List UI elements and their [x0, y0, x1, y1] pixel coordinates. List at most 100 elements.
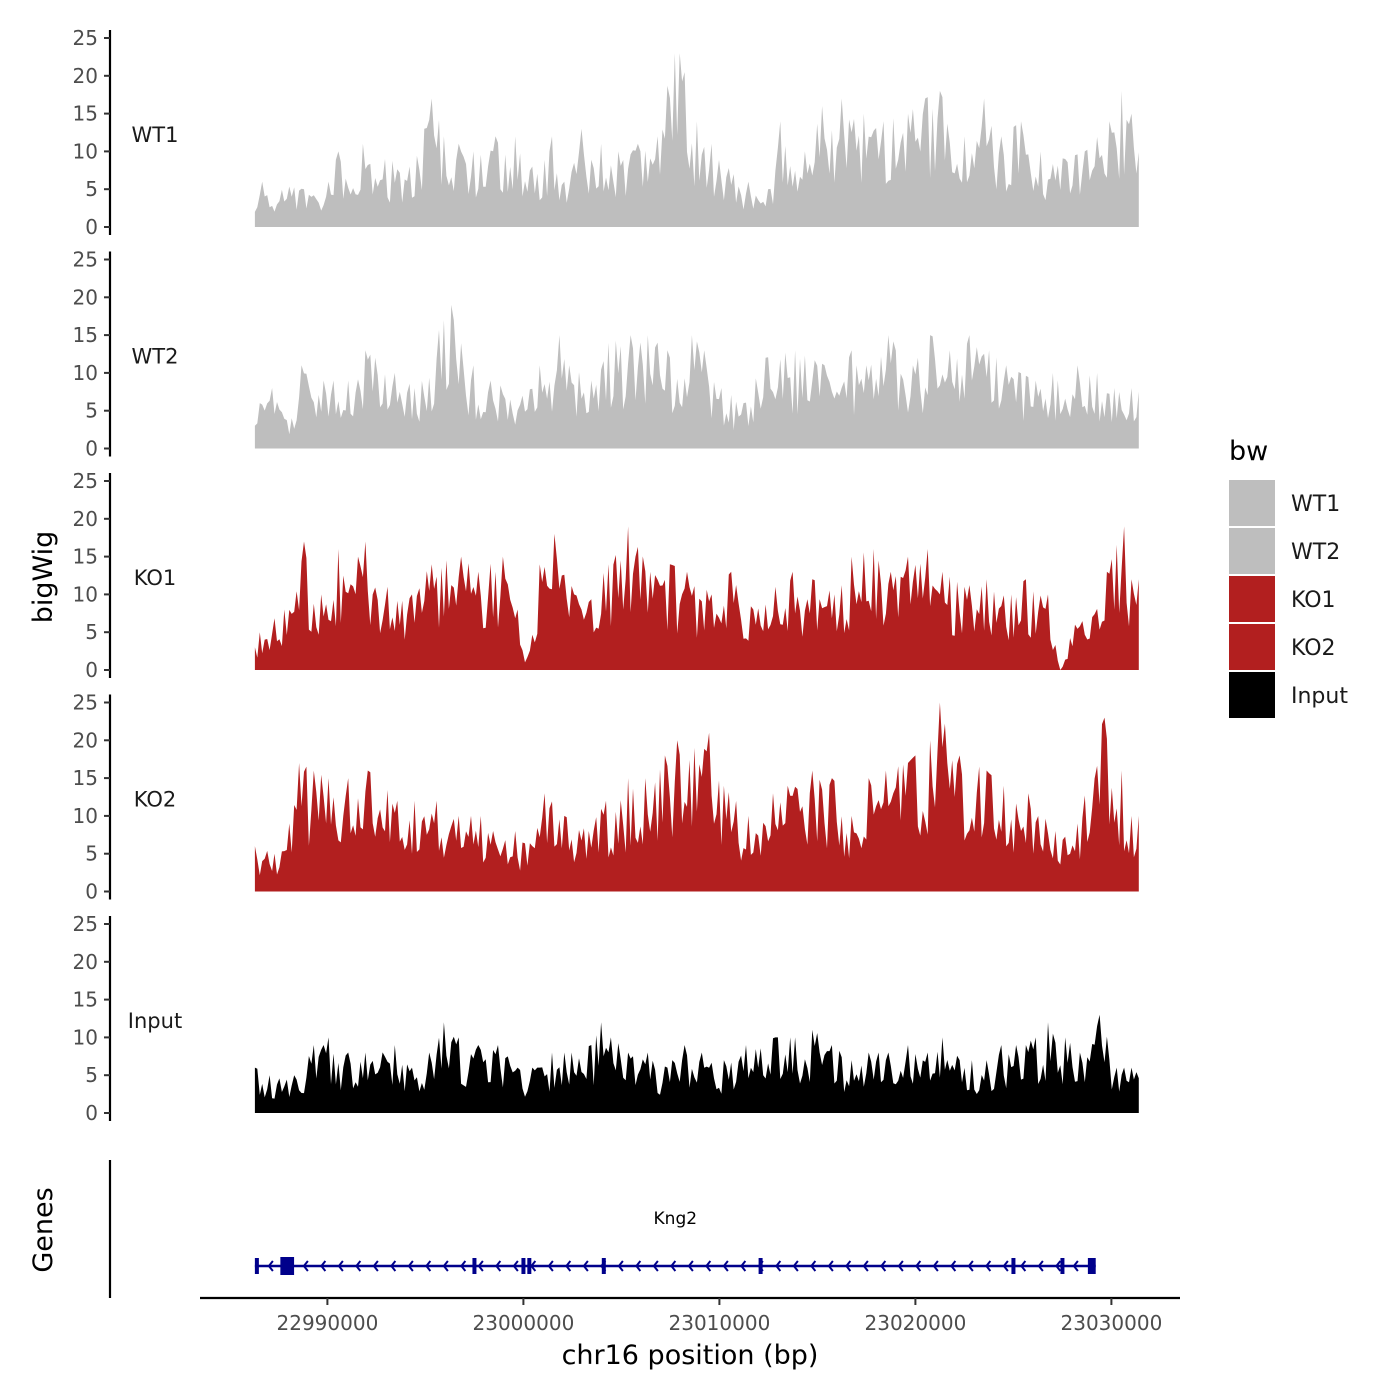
strand-arrow	[862, 1260, 869, 1272]
y-axis-title-genes: Genes	[28, 1187, 59, 1272]
track-label-wt2: WT2	[132, 345, 179, 369]
strand-arrow	[617, 1260, 624, 1272]
track-label-input: Input	[128, 1009, 182, 1033]
y-tick-label: 15	[73, 323, 98, 347]
strand-arrow	[845, 1260, 852, 1272]
y-tick-label: 10	[73, 139, 98, 163]
strand-arrow	[460, 1260, 467, 1272]
strand-arrow	[810, 1260, 817, 1272]
y-tick-label: 5	[85, 177, 98, 201]
track-label-ko1: KO1	[134, 566, 177, 590]
track-input: 0 5 10 15 20 25 Input	[73, 912, 1139, 1125]
legend-title: bw	[1229, 436, 1268, 467]
strand-arrow	[652, 1260, 659, 1272]
y-tick-label: 0	[85, 437, 98, 461]
strand-arrow	[547, 1260, 554, 1272]
coverage-area-wt2	[254, 304, 1139, 449]
strand-arrow	[477, 1260, 484, 1272]
strand-arrow	[897, 1260, 904, 1272]
strand-arrow	[1020, 1260, 1027, 1272]
strand-arrow	[355, 1260, 362, 1272]
strand-arrow	[985, 1260, 992, 1272]
legend: bw WT1 WT2 KO1 KO2 Input	[1229, 436, 1348, 718]
strand-arrow	[407, 1260, 414, 1272]
strand-arrow	[1072, 1260, 1079, 1272]
y-tick-label: 20	[73, 507, 98, 531]
exon	[527, 1258, 532, 1274]
legend-label: Input	[1291, 684, 1348, 709]
legend-label: WT1	[1291, 492, 1340, 517]
strand-arrow	[880, 1260, 887, 1272]
strand-arrow	[705, 1260, 712, 1272]
strand-arrow	[512, 1260, 519, 1272]
strand-arrow	[670, 1260, 677, 1272]
coverage-area-input	[254, 1014, 1139, 1113]
y-tick-label: 15	[73, 766, 98, 790]
y-tick-label: 25	[73, 912, 98, 936]
strand-arrow	[740, 1260, 747, 1272]
gene-label: Kng2	[654, 1209, 698, 1229]
y-tick-label: 20	[73, 64, 98, 88]
strand-arrow	[827, 1260, 834, 1272]
exon	[521, 1258, 526, 1274]
track-wt2: 0 5 10 15 20 25 WT2	[73, 248, 1139, 461]
strand-arrow	[1002, 1260, 1009, 1272]
y-tick-label: 5	[85, 620, 98, 644]
y-tick-label: 20	[73, 728, 98, 752]
exon	[1011, 1258, 1016, 1274]
strand-arrow	[425, 1260, 432, 1272]
y-tick-label: 10	[73, 582, 98, 606]
y-tick-label: 10	[73, 361, 98, 385]
x-tick-label: 23000000	[473, 1311, 575, 1335]
legend-entry-ko2: KO2	[1229, 624, 1336, 670]
exon	[758, 1258, 763, 1274]
y-tick-label: 25	[73, 248, 98, 272]
y-tick-label: 25	[73, 691, 98, 715]
strand-arrow	[565, 1260, 572, 1272]
strand-arrow	[1037, 1260, 1044, 1272]
legend-entry-ko1: KO1	[1229, 576, 1336, 622]
strand-arrow	[267, 1260, 274, 1272]
y-tick-label: 25	[73, 26, 98, 50]
gene-kng2: Kng2	[254, 1209, 1096, 1275]
legend-swatch	[1229, 624, 1275, 670]
track-ko1: 0 5 10 15 20 25 KO1	[73, 469, 1139, 682]
legend-entry-input: Input	[1229, 672, 1348, 718]
exon	[1060, 1258, 1065, 1274]
y-tick-label: 0	[85, 215, 98, 239]
strand-arrow	[390, 1260, 397, 1272]
strand-arrow	[530, 1260, 537, 1272]
exon	[601, 1258, 606, 1274]
y-axis-title-bigwig: bigWig	[28, 531, 59, 624]
x-axis: 22990000 23000000 23010000 23020000 23030000	[200, 1296, 1180, 1335]
y-tick-label: 5	[85, 1063, 98, 1087]
y-tick-label: 0	[85, 880, 98, 904]
legend-entry-wt2: WT2	[1229, 528, 1340, 574]
y-tick-label: 10	[73, 804, 98, 828]
legend-swatch	[1229, 480, 1275, 526]
exon	[1087, 1258, 1096, 1274]
coverage-tracks: 0510152025WT10510152025WT20510152025KO10…	[73, 26, 1139, 1125]
genes-panel: Kng2	[108, 1160, 1096, 1298]
strand-arrow	[792, 1260, 799, 1272]
legend-swatch	[1229, 528, 1275, 574]
x-tick-label: 23020000	[865, 1311, 967, 1335]
coverage-area-ko2	[254, 702, 1139, 892]
x-tick-label: 22990000	[277, 1311, 379, 1335]
strand-arrow	[442, 1260, 449, 1272]
y-tick-label: 15	[73, 545, 98, 569]
legend-label: KO2	[1291, 636, 1336, 661]
legend-swatch	[1229, 576, 1275, 622]
strand-arrow	[915, 1260, 922, 1272]
coverage-area-wt1	[254, 53, 1139, 227]
strand-arrow	[950, 1260, 957, 1272]
x-tick-label: 23030000	[1061, 1311, 1163, 1335]
y-tick-label: 5	[85, 399, 98, 423]
track-wt1: 0 5 10 15 20 25 WT1	[73, 26, 1139, 239]
exon	[280, 1257, 295, 1275]
y-tick-label: 0	[85, 658, 98, 682]
strand-arrow	[635, 1260, 642, 1272]
y-tick-label: 0	[85, 1101, 98, 1125]
y-tick-label: 5	[85, 842, 98, 866]
strand-arrow	[582, 1260, 589, 1272]
